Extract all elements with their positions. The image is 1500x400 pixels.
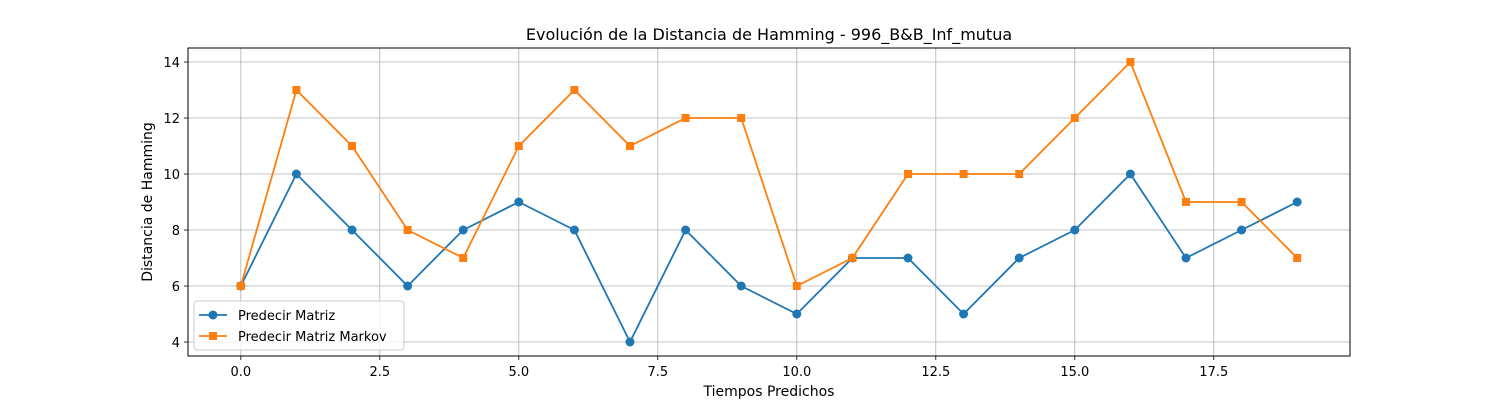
data-point — [570, 86, 579, 94]
data-point — [459, 254, 468, 262]
y-tick-label: 4 — [172, 336, 180, 351]
legend-label-predecir-matriz-markov: Predecir Matriz Markov — [238, 330, 387, 345]
data-point — [569, 225, 579, 235]
data-point — [848, 254, 857, 262]
data-point — [625, 337, 635, 347]
data-point — [348, 142, 357, 150]
x-tick-label: 15.0 — [1060, 365, 1089, 380]
x-tick-label: 2.5 — [369, 365, 390, 380]
data-point — [792, 309, 802, 319]
data-point — [903, 170, 912, 178]
series-line-predecir-matriz — [240, 173, 1298, 343]
data-point — [1237, 225, 1247, 235]
x-tick-label: 10.0 — [782, 365, 811, 380]
data-point — [1293, 254, 1302, 262]
y-tick-label: 6 — [172, 280, 180, 295]
data-point — [1070, 225, 1080, 235]
x-tick-label: 7.5 — [647, 365, 668, 380]
data-point — [347, 225, 357, 235]
data-point — [1237, 198, 1246, 206]
x-axis: 0.0 2.5 5.0 7.5 10.0 12.5 15.0 17.5 — [230, 356, 1228, 380]
data-point — [1181, 198, 1190, 206]
x-axis-label: Tiempos Predichos — [703, 384, 835, 400]
data-point — [959, 170, 968, 178]
data-point — [1015, 170, 1024, 178]
data-point — [403, 281, 413, 291]
data-point — [292, 86, 301, 94]
y-tick-label: 14 — [163, 56, 180, 71]
legend-marker-predecir-matriz-markov — [209, 332, 217, 340]
legend-box — [193, 300, 405, 351]
data-point — [514, 197, 524, 207]
data-point — [514, 142, 523, 150]
data-point — [1181, 253, 1191, 263]
legend: Predecir Matriz Predecir Matriz Markov — [193, 300, 405, 351]
series-layer — [236, 58, 1302, 347]
data-point — [1014, 253, 1024, 263]
x-tick-label: 5.0 — [508, 365, 529, 380]
series-predecir-matriz-markov — [236, 58, 1302, 290]
data-point — [458, 225, 468, 235]
chart-title: Evolución de la Distancia de Hamming - 9… — [526, 25, 1012, 45]
data-point — [1292, 197, 1302, 207]
y-tick-label: 8 — [172, 224, 180, 239]
y-tick-label: 10 — [163, 168, 180, 183]
data-point — [792, 282, 801, 290]
x-tick-label: 17.5 — [1199, 365, 1228, 380]
data-point — [1125, 169, 1135, 179]
data-point — [626, 142, 635, 150]
y-tick-label: 12 — [163, 112, 180, 127]
data-point — [1126, 58, 1135, 66]
data-point — [1070, 114, 1079, 122]
legend-marker-predecir-matriz — [208, 310, 218, 320]
data-point — [236, 282, 245, 290]
data-point — [959, 309, 969, 319]
data-point — [681, 225, 691, 235]
data-point — [903, 253, 913, 263]
y-axis-label: Distancia de Hamming — [140, 122, 156, 282]
data-point — [737, 114, 746, 122]
y-axis: 4 6 8 10 12 14 — [163, 56, 188, 351]
data-point — [736, 281, 746, 291]
data-point — [403, 226, 412, 234]
data-point — [681, 114, 690, 122]
x-tick-label: 0.0 — [230, 365, 251, 380]
legend-label-predecir-matriz: Predecir Matriz — [238, 309, 335, 324]
data-point — [291, 169, 301, 179]
plot-frame — [187, 47, 1351, 357]
series-line-predecir-matriz-markov — [239, 61, 1298, 287]
x-tick-label: 12.5 — [921, 365, 950, 380]
